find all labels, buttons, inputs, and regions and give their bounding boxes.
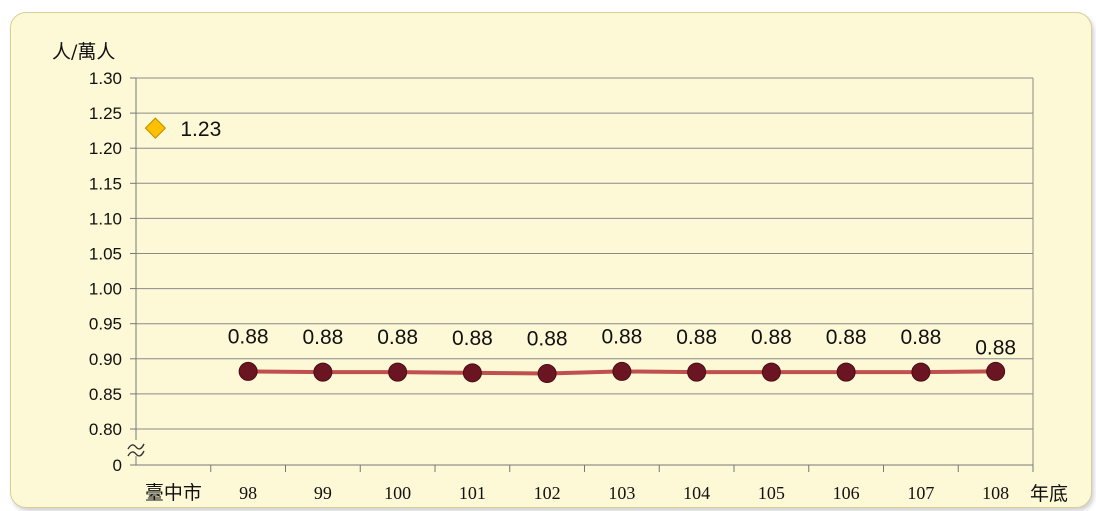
y-tick-label: 1.10 bbox=[89, 209, 122, 228]
x-tick-labels: 臺中市 98 99 100 101 102 103 104 105 106 107 108 bbox=[145, 482, 1009, 504]
gridlines bbox=[136, 77, 1033, 430]
series-layer bbox=[144, 117, 1006, 384]
y-tick-label: 0 bbox=[113, 456, 122, 475]
data-label: 0.88 bbox=[302, 326, 343, 349]
data-point bbox=[761, 362, 781, 382]
data-label: 0.88 bbox=[377, 326, 418, 349]
data-label: 0.88 bbox=[527, 328, 568, 351]
data-point bbox=[238, 361, 258, 381]
data-label: 0.88 bbox=[975, 336, 1016, 359]
reference-diamond-marker bbox=[144, 117, 167, 139]
data-point bbox=[313, 362, 333, 382]
data-label: 0.88 bbox=[228, 325, 269, 348]
data-point bbox=[911, 362, 931, 382]
y-tick-label: 1.00 bbox=[89, 280, 122, 299]
x-tick-label: 臺中市 bbox=[145, 482, 202, 504]
data-labels: 1.23 0.88 0.88 0.88 0.88 0.88 0.88 0.88 0.88 0.88… bbox=[180, 118, 1016, 359]
axes bbox=[127, 77, 1034, 472]
x-tick-label: 99 bbox=[314, 483, 332, 503]
data-label: 0.88 bbox=[751, 326, 792, 349]
data-point bbox=[388, 362, 408, 382]
data-label: 0.88 bbox=[452, 327, 493, 350]
y-tick-label: 1.30 bbox=[89, 69, 122, 88]
data-point bbox=[462, 363, 482, 383]
data-point bbox=[687, 362, 707, 382]
data-point bbox=[612, 361, 632, 381]
data-point bbox=[986, 361, 1006, 381]
x-tick-label: 104 bbox=[683, 483, 710, 503]
y-tick-label: 0.85 bbox=[89, 385, 122, 404]
data-label: 0.88 bbox=[826, 326, 867, 349]
axis-break-stroke bbox=[127, 443, 145, 450]
y-axis-title: 人/萬人 bbox=[52, 41, 115, 63]
y-tick-label: 1.20 bbox=[89, 139, 122, 158]
data-label: 0.88 bbox=[676, 326, 717, 349]
axis-break-icon bbox=[127, 440, 147, 457]
data-label: 0.88 bbox=[601, 325, 642, 348]
data-point bbox=[836, 362, 856, 382]
y-tick-label: 1.25 bbox=[89, 104, 122, 123]
x-tick-label: 100 bbox=[384, 483, 411, 503]
x-tick-label: 106 bbox=[833, 483, 860, 503]
x-tick-label: 103 bbox=[608, 483, 635, 503]
x-axis-title: 年底 bbox=[1030, 483, 1068, 505]
axis-break-stroke bbox=[127, 450, 145, 457]
chart-frame bbox=[10, 12, 1092, 508]
x-tick-label: 108 bbox=[982, 483, 1009, 503]
x-tick-label: 107 bbox=[907, 483, 934, 503]
y-tick-label: 0.90 bbox=[89, 350, 122, 369]
reference-data-label: 1.23 bbox=[180, 118, 221, 141]
y-tick-labels: 1.30 1.25 1.20 1.15 1.10 1.05 1.00 0.95 0.90 0.85… bbox=[89, 69, 122, 475]
x-tick-label: 98 bbox=[239, 483, 257, 503]
y-tick-label: 0.95 bbox=[89, 315, 122, 334]
x-tick-label: 105 bbox=[758, 483, 785, 503]
data-point bbox=[537, 364, 557, 384]
y-tick-label: 0.80 bbox=[89, 420, 122, 439]
y-tick-label: 1.05 bbox=[89, 245, 122, 264]
x-tick-label: 102 bbox=[534, 483, 561, 503]
data-label: 0.88 bbox=[900, 326, 941, 349]
y-tick-label: 1.15 bbox=[89, 174, 122, 193]
x-tick-label: 101 bbox=[459, 483, 486, 503]
